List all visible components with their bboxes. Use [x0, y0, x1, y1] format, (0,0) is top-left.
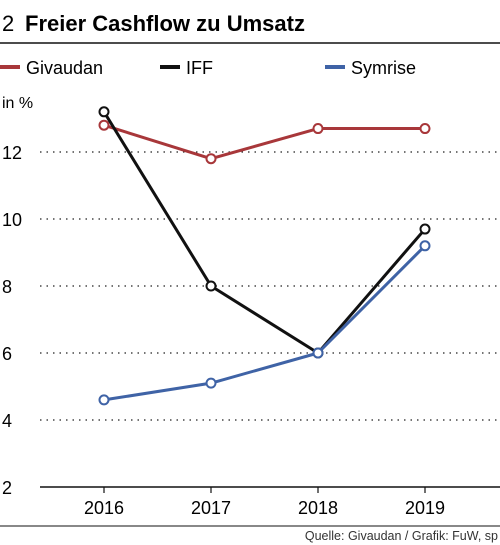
x-tick-label-2016: 2016 — [84, 498, 124, 518]
point-givaudan-2017 — [205, 153, 217, 165]
y-tick-label-2: 2 — [2, 478, 12, 498]
y-axis-unit-label: in % — [2, 95, 33, 112]
point-givaudan-2018 — [312, 123, 324, 135]
legend: Givaudan IFF Symrise — [0, 58, 416, 78]
point-symrise-2017 — [205, 377, 217, 389]
y-tick-label-6: 6 — [2, 344, 12, 364]
y-tick-label-12: 12 — [2, 143, 22, 163]
chart-title: Freier Cashflow zu Umsatz — [25, 11, 305, 36]
source-note: Quelle: Givaudan / Grafik: FuW, sp — [305, 529, 498, 543]
x-tick-label-2018: 2018 — [298, 498, 338, 518]
series-line-givaudan — [103, 123, 425, 161]
legend-label-givaudan: Givaudan — [26, 58, 103, 78]
point-symrise-2019 — [419, 240, 431, 252]
x-tick-label-2019: 2019 — [405, 498, 445, 518]
point-iff-2017 — [205, 280, 217, 292]
legend-label-iff: IFF — [186, 58, 213, 78]
point-givaudan-2016 — [98, 119, 110, 131]
legend-label-symrise: Symrise — [351, 58, 416, 78]
point-iff-2019 — [419, 223, 431, 235]
y-axis-ticks: 2 4 6 8 10 12 — [2, 143, 22, 498]
point-symrise-2018 — [312, 347, 324, 359]
x-axis-ticks: 2016 2017 2018 2019 — [84, 487, 445, 518]
series-line-symrise — [103, 244, 427, 402]
y-tick-label-8: 8 — [2, 277, 12, 297]
series-line-iff — [102, 111, 427, 355]
point-iff-2016 — [98, 106, 110, 118]
x-tick-label-2017: 2017 — [191, 498, 231, 518]
point-givaudan-2019 — [419, 123, 431, 135]
y-tick-label-10: 10 — [2, 210, 22, 230]
grid — [40, 151, 500, 421]
figure-number: 2 — [2, 11, 14, 36]
series-group — [98, 106, 431, 406]
point-symrise-2016 — [98, 394, 110, 406]
y-tick-label-4: 4 — [2, 411, 12, 431]
